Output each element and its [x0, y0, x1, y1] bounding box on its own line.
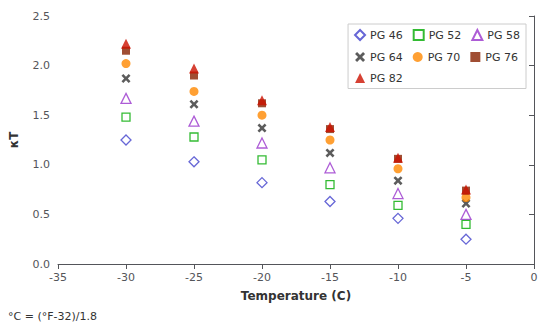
svg-text:PG 52: PG 52: [429, 29, 462, 42]
svg-text:2.5: 2.5: [33, 10, 51, 23]
svg-text:-10: -10: [389, 271, 407, 284]
svg-text:2.0: 2.0: [33, 59, 51, 72]
svg-text:PG 82: PG 82: [370, 72, 403, 85]
svg-text:0: 0: [531, 271, 538, 284]
svg-text:-25: -25: [185, 271, 203, 284]
svg-text:PG 70: PG 70: [428, 51, 461, 64]
svg-text:0.0: 0.0: [33, 258, 51, 271]
svg-text:PG 76: PG 76: [485, 51, 518, 64]
svg-text:-30: -30: [117, 271, 135, 284]
svg-text:-5: -5: [461, 271, 472, 284]
svg-text:0.5: 0.5: [33, 208, 51, 221]
svg-text:PG 64: PG 64: [370, 51, 403, 64]
svg-text:Temperature (C): Temperature (C): [241, 289, 351, 303]
svg-text:-15: -15: [321, 271, 339, 284]
svg-text:-20: -20: [253, 271, 271, 284]
svg-text:κT: κT: [7, 131, 21, 149]
svg-text:1.0: 1.0: [33, 158, 51, 171]
svg-text:°C = (°F-32)/1.8: °C = (°F-32)/1.8: [8, 310, 97, 323]
svg-text:PG 58: PG 58: [487, 29, 520, 42]
svg-text:1.5: 1.5: [33, 109, 51, 122]
svg-text:PG 46: PG 46: [370, 29, 403, 42]
svg-text:-35: -35: [49, 271, 67, 284]
